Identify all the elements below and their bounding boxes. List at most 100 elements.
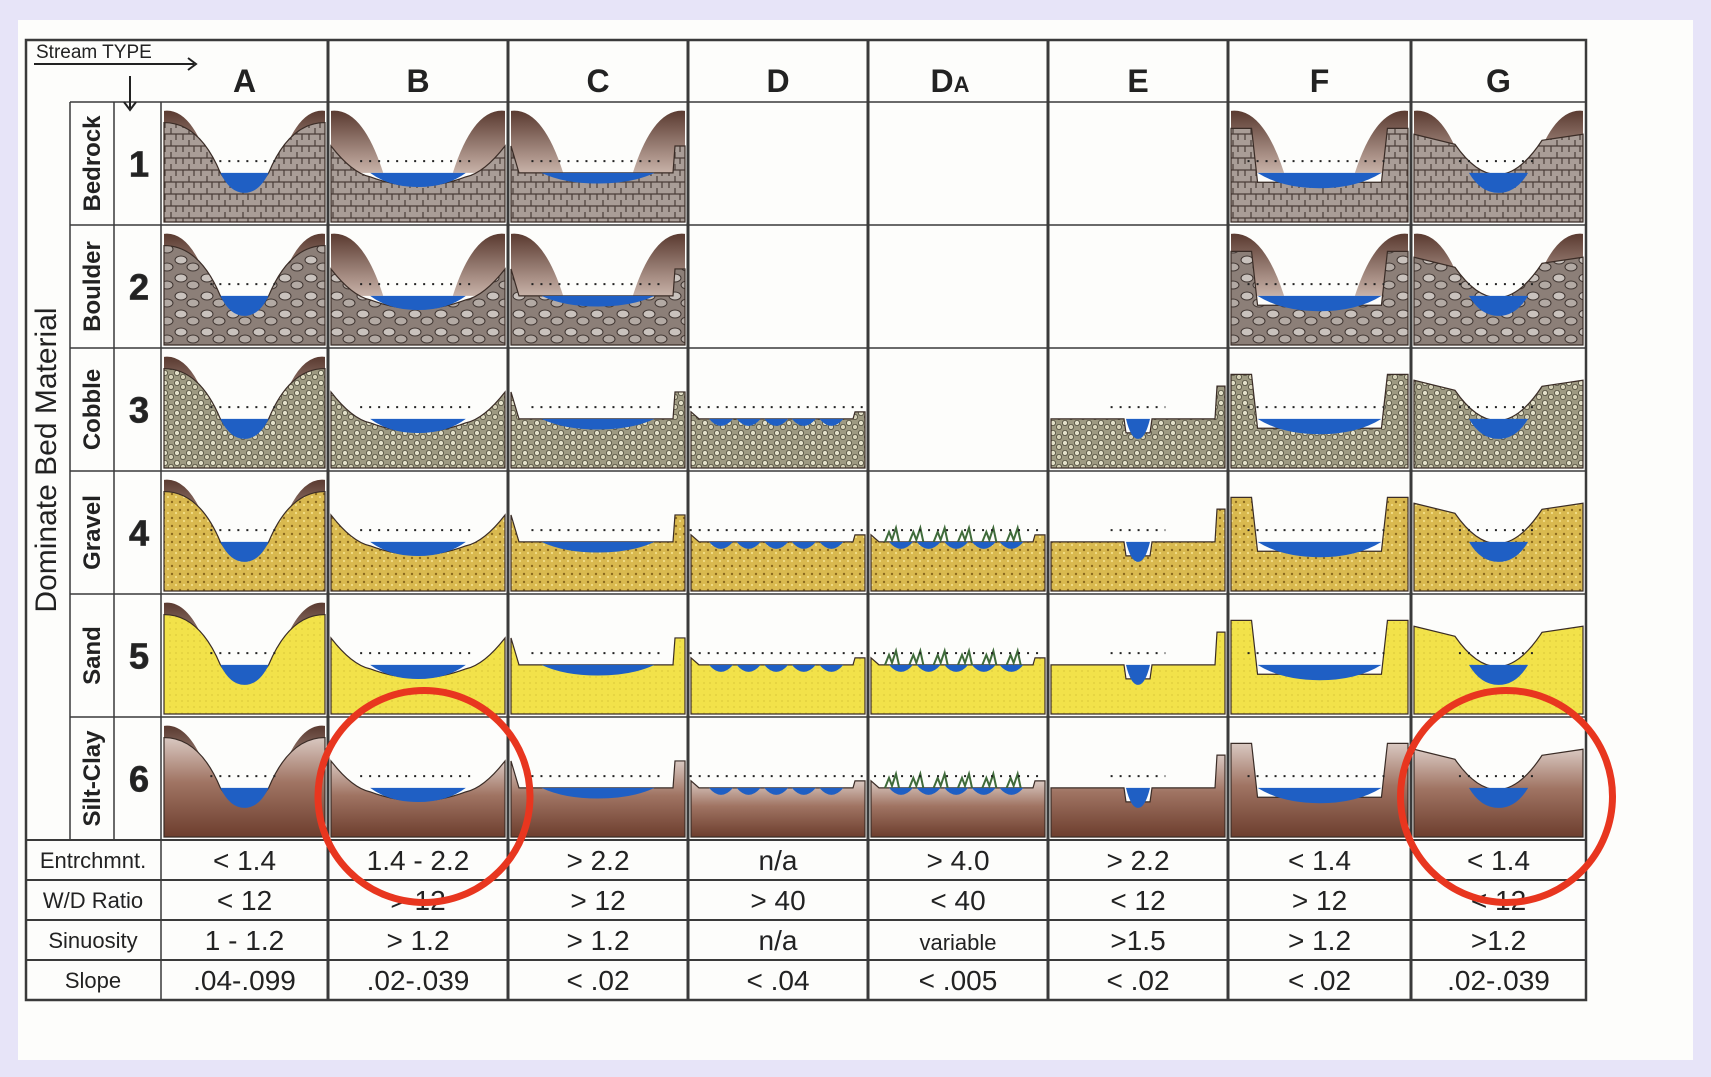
cell-f5 — [1230, 619, 1409, 715]
criteria-value-2-5: >1.5 — [1110, 925, 1165, 956]
cell-f3 — [1230, 373, 1409, 469]
cell-g1 — [1413, 110, 1584, 223]
cell-c4 — [510, 514, 686, 592]
criteria-value-3-3: < .04 — [746, 965, 809, 996]
criteria-value-2-3: n/a — [759, 925, 798, 956]
criteria-label-0: Entrchmnt. — [40, 848, 146, 873]
cell-c3 — [510, 391, 686, 469]
cell-e6 — [1050, 754, 1226, 838]
criteria-value-0-6: < 1.4 — [1288, 845, 1351, 876]
criteria-value-1-6: > 12 — [1292, 885, 1347, 916]
criteria-value-0-7: < 1.4 — [1467, 845, 1530, 876]
stream-type-label: Stream TYPE — [36, 42, 152, 63]
cell-d3 — [689, 406, 867, 469]
criteria-value-3-1: .02-.039 — [367, 965, 470, 996]
criteria-value-0-5: > 2.2 — [1106, 845, 1169, 876]
classification-grid: Stream TYPE Dominate Bed Material A B C D DA E F… — [24, 38, 1616, 1002]
criteria-value-3-4: < .005 — [919, 965, 998, 996]
cell-a6 — [163, 725, 326, 838]
cell-a2 — [163, 233, 326, 346]
bed-material-gravel: Gravel — [79, 495, 106, 570]
cell-f1 — [1230, 110, 1409, 223]
stream-type-b: B — [406, 63, 429, 99]
criteria-label-3: Slope — [65, 968, 121, 993]
stream-type-da: DA — [931, 63, 970, 99]
cell-da4 — [870, 524, 1046, 592]
criteria-value-0-1: 1.4 - 2.2 — [367, 845, 470, 876]
stream-type-a: A — [233, 63, 256, 99]
bed-material-number-5: 5 — [129, 636, 149, 677]
criteria-value-1-5: < 12 — [1110, 885, 1165, 916]
cell-f4 — [1230, 496, 1409, 592]
cell-da6 — [870, 770, 1046, 838]
criteria-value-3-6: < .02 — [1288, 965, 1351, 996]
criteria-value-3-0: .04-.099 — [193, 965, 296, 996]
stream-type-d: D — [766, 63, 789, 99]
cell-e4 — [1050, 508, 1226, 592]
criteria-value-0-4: > 4.0 — [926, 845, 989, 876]
criteria-value-3-7: .02-.039 — [1447, 965, 1550, 996]
cell-d6 — [689, 775, 867, 838]
criteria-value-3-5: < .02 — [1106, 965, 1169, 996]
bed-material-label: Dominate Bed Material — [30, 307, 63, 612]
cell-a1 — [163, 110, 326, 223]
cell-b3 — [330, 390, 506, 469]
stream-type-c: C — [586, 63, 609, 99]
cell-g2 — [1413, 233, 1584, 346]
cell-e3 — [1050, 385, 1226, 469]
criteria-value-2-6: > 1.2 — [1288, 925, 1351, 956]
bed-material-number-4: 4 — [129, 513, 149, 554]
criteria-label-1: W/D Ratio — [43, 888, 143, 913]
cell-d5 — [689, 652, 867, 715]
criteria-value-3-2: < .02 — [566, 965, 629, 996]
stream-type-e: E — [1127, 63, 1148, 99]
cell-b2 — [330, 233, 506, 346]
cell-g3 — [1413, 379, 1584, 469]
bed-material-silt-clay: Silt-Clay — [79, 730, 106, 827]
cell-a4 — [163, 479, 326, 592]
criteria-value-1-4: < 40 — [930, 885, 985, 916]
criteria-value-0-2: > 2.2 — [566, 845, 629, 876]
bed-material-number-2: 2 — [129, 267, 149, 308]
criteria-value-1-2: > 12 — [570, 885, 625, 916]
criteria-value-2-0: 1 - 1.2 — [205, 925, 284, 956]
stream-type-g: G — [1486, 63, 1511, 99]
cell-b6 — [330, 759, 506, 838]
criteria-label-2: Sinuosity — [48, 928, 137, 953]
bed-material-number-3: 3 — [129, 390, 149, 431]
cell-g5 — [1413, 625, 1584, 715]
criteria-value-1-0: < 12 — [217, 885, 272, 916]
criteria-value-0-3: n/a — [759, 845, 798, 876]
highlight-circle-g6 — [1397, 687, 1616, 906]
cell-b1 — [330, 110, 506, 223]
cell-d4 — [689, 529, 867, 592]
classification-chart: Stream TYPE Dominate Bed Material A B C D DA E F… — [18, 20, 1693, 1060]
cell-f2 — [1230, 233, 1409, 346]
bed-material-cobble: Cobble — [79, 369, 106, 450]
criteria-value-2-4: variable — [919, 930, 996, 955]
cell-g4 — [1413, 502, 1584, 592]
bed-material-sand: Sand — [79, 626, 106, 685]
cell-a3 — [163, 356, 326, 469]
cell-c1 — [510, 110, 686, 223]
cell-b4 — [330, 513, 506, 592]
criteria-value-2-2: > 1.2 — [566, 925, 629, 956]
criteria-value-0-0: < 1.4 — [213, 845, 276, 876]
stream-type-f: F — [1310, 63, 1330, 99]
cell-c5 — [510, 637, 686, 715]
cell-c6 — [510, 760, 686, 838]
cell-a5 — [163, 602, 326, 715]
criteria-value-1-3: > 40 — [750, 885, 805, 916]
bed-material-number-1: 1 — [129, 144, 149, 185]
criteria-value-2-1: > 1.2 — [386, 925, 449, 956]
criteria-value-2-7: >1.2 — [1471, 925, 1526, 956]
cell-f6 — [1230, 742, 1409, 838]
cell-c2 — [510, 233, 686, 346]
cell-da5 — [870, 647, 1046, 715]
bed-material-number-6: 6 — [129, 759, 149, 800]
highlight-circle-b6 — [314, 687, 534, 906]
cell-g6 — [1413, 748, 1584, 838]
cell-e5 — [1050, 631, 1226, 715]
bed-material-boulder: Boulder — [79, 241, 106, 332]
bed-material-bedrock: Bedrock — [79, 115, 106, 212]
